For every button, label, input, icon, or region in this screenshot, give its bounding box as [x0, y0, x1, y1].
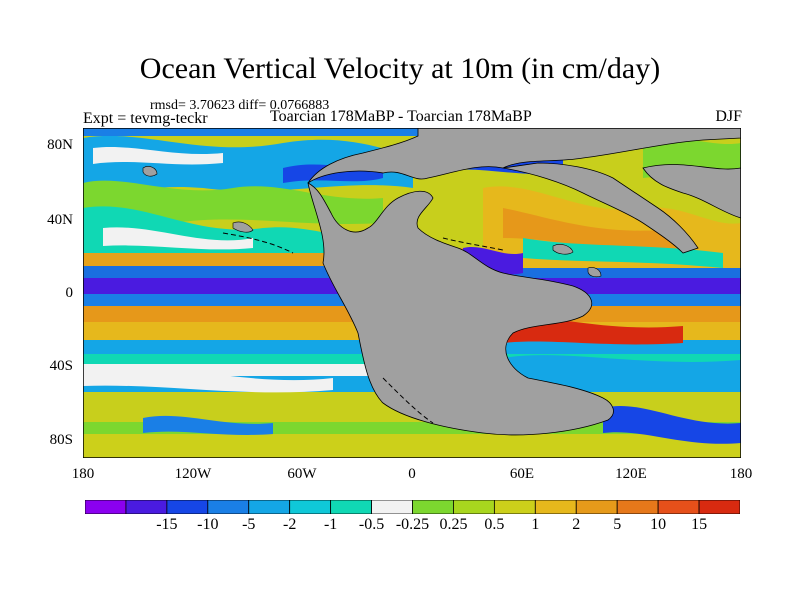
colorbar-box [657, 500, 700, 514]
colorbar-label: -0.25 [395, 516, 430, 533]
lat-label-40n: 40N [47, 212, 73, 228]
paleo-shoreline [442, 237, 504, 251]
colorbar-box [534, 500, 577, 514]
lon-label-120e: 120E [615, 466, 647, 482]
field-patch [83, 180, 383, 225]
field-band [83, 434, 741, 458]
lon-label-120w: 120W [174, 466, 212, 482]
lon-label-180e: 180 [729, 466, 753, 482]
lon-label-0: 0 [408, 466, 416, 482]
ocean-velocity-map [83, 128, 741, 458]
colorbar-box [493, 500, 536, 514]
colorbar-box [85, 500, 127, 514]
island [552, 244, 574, 255]
experiment-label: Expt = tevmg-teckr [83, 110, 208, 127]
colorbar-label: 2 [572, 516, 581, 533]
pangaea-landmass [307, 128, 741, 436]
lat-label-40s: 40S [49, 358, 73, 374]
island [587, 267, 602, 278]
colorbar-label: 10 [650, 516, 667, 533]
colorbar-box [125, 500, 168, 514]
eastern-landmass [642, 164, 741, 219]
colorbar-label: 0.5 [484, 516, 505, 533]
colorbar-box [248, 500, 291, 514]
field-patch [503, 355, 741, 381]
colorbar-label: -1 [323, 516, 338, 533]
colorbar-box [698, 500, 740, 514]
colorbar-box [575, 500, 618, 514]
field-patch [83, 365, 333, 393]
colorbar-box [616, 500, 659, 514]
field-patch [503, 208, 683, 250]
colorbar-label: -5 [242, 516, 256, 533]
field-patch [523, 238, 723, 268]
northern-landmass [502, 162, 699, 254]
lat-label-80n: 80N [47, 137, 73, 153]
island [232, 221, 254, 233]
colorbar-label: 0.25 [439, 516, 468, 533]
colorbar-box [453, 500, 495, 514]
lat-label-80s: 80S [49, 432, 73, 448]
colorbar-label: -15 [156, 516, 178, 533]
season-label: DJF [715, 108, 742, 125]
colorbar [85, 500, 740, 514]
colorbar-label: 5 [613, 516, 622, 533]
paleo-shoreline [222, 232, 294, 254]
field-patch [103, 227, 253, 250]
lon-label-60w: 60W [287, 466, 317, 482]
colorbar-box [289, 500, 332, 514]
colorbar-box [371, 500, 413, 514]
colorbar-box [166, 500, 209, 514]
stats-text: rmsd= 3.70623 diff= 0.0766883 [150, 98, 330, 113]
lon-label-60e: 60E [509, 466, 535, 482]
lon-label-180w: 180 [71, 466, 95, 482]
field-patch [93, 146, 223, 165]
colorbar-box [330, 500, 372, 514]
colorbar-box [412, 500, 454, 514]
lat-label-0: 0 [65, 285, 74, 301]
figure-title: Ocean Vertical Velocity at 10m (in cm/da… [139, 52, 661, 85]
colorbar-label: -10 [197, 516, 219, 533]
colorbar-label: 1 [531, 516, 540, 533]
island [142, 166, 158, 177]
colorbar-box [207, 500, 250, 514]
colorbar-label: -2 [283, 516, 297, 533]
field-patch [143, 415, 273, 435]
colorbar-label: 15 [691, 516, 708, 533]
experiment-names: Toarcian 178MaBP - Toarcian 178MaBP [270, 108, 532, 125]
colorbar-label: -0.5 [358, 516, 385, 533]
field-patch [603, 405, 741, 444]
